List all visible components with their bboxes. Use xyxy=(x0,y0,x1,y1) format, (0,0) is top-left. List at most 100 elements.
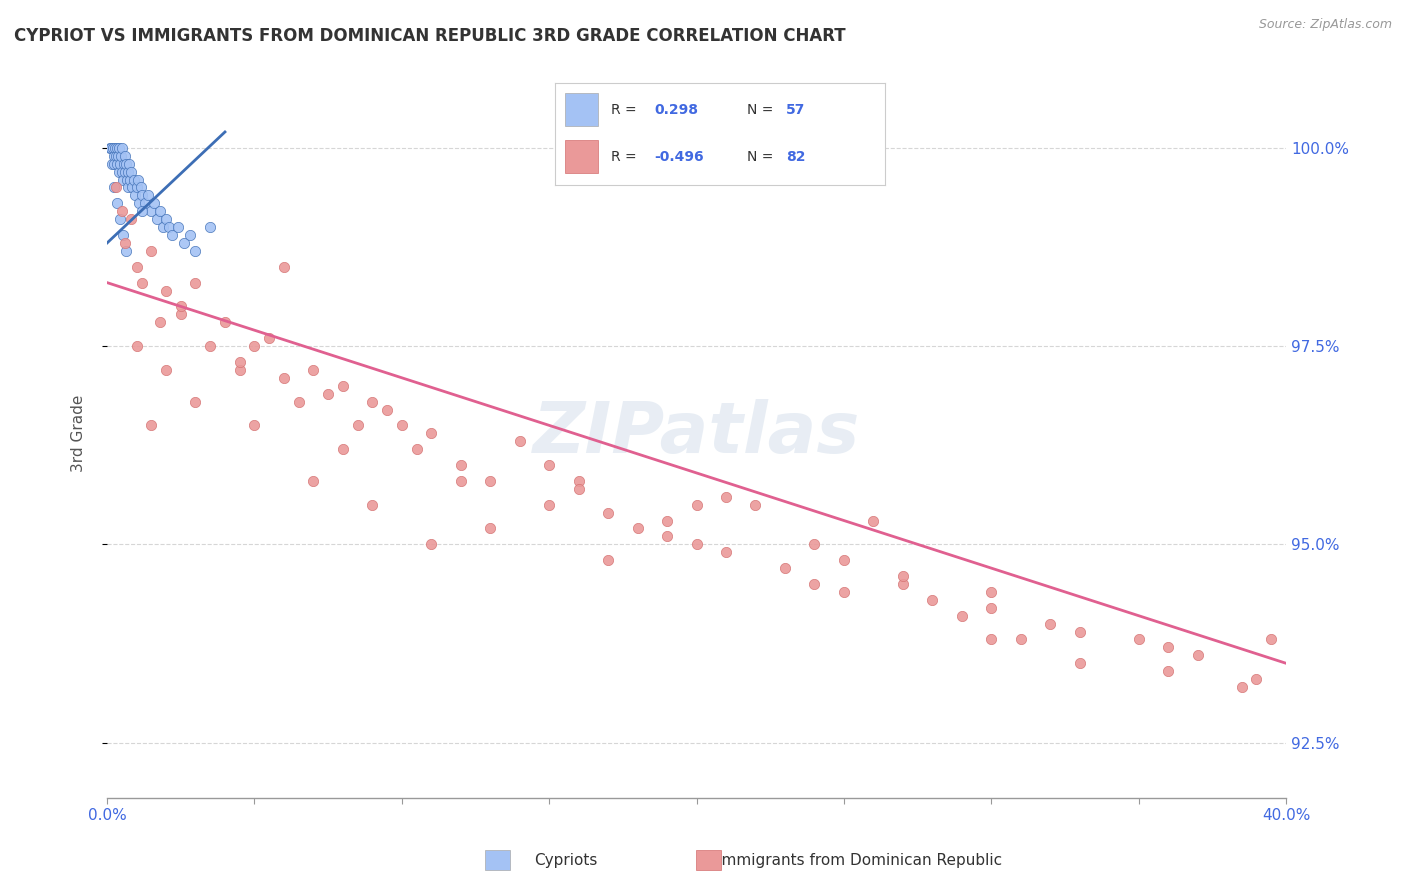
Point xyxy=(125,260,148,274)
Point xyxy=(450,474,472,488)
Point xyxy=(257,331,280,345)
Point xyxy=(714,490,737,504)
Point xyxy=(111,164,134,178)
Point xyxy=(538,458,561,472)
Point xyxy=(117,164,139,178)
Point xyxy=(173,235,195,250)
Point xyxy=(714,545,737,559)
Point xyxy=(184,244,207,258)
Point xyxy=(538,498,561,512)
Point xyxy=(479,521,502,535)
Point xyxy=(1246,672,1268,686)
Y-axis label: 3rd Grade: 3rd Grade xyxy=(72,394,86,472)
Point xyxy=(184,276,207,290)
Point xyxy=(125,180,148,194)
Point xyxy=(104,180,127,194)
Point xyxy=(980,585,1002,599)
Point xyxy=(141,244,163,258)
Point xyxy=(103,180,125,194)
Point xyxy=(862,514,884,528)
Point xyxy=(108,164,131,178)
Point xyxy=(891,569,914,583)
Point xyxy=(346,418,368,433)
Point xyxy=(214,315,236,329)
Point xyxy=(149,315,172,329)
Point xyxy=(127,172,149,186)
Point xyxy=(832,585,855,599)
Point xyxy=(101,141,124,155)
Point xyxy=(228,363,250,377)
Point xyxy=(105,196,128,211)
Point xyxy=(655,514,678,528)
Point xyxy=(302,474,325,488)
Point xyxy=(118,156,141,170)
Point xyxy=(105,141,128,155)
Point xyxy=(104,149,127,163)
Point xyxy=(115,156,138,170)
Point xyxy=(104,141,127,155)
Point xyxy=(146,212,169,227)
Point xyxy=(138,188,160,202)
Point xyxy=(117,180,139,194)
Point xyxy=(980,632,1002,647)
Point xyxy=(120,212,142,227)
Point xyxy=(1039,616,1062,631)
Point xyxy=(115,244,138,258)
Point xyxy=(128,196,150,211)
Point xyxy=(273,371,295,385)
Point xyxy=(773,561,796,575)
Point xyxy=(103,156,125,170)
Point xyxy=(332,378,354,392)
Point xyxy=(1128,632,1150,647)
Point xyxy=(243,418,266,433)
Point xyxy=(375,402,398,417)
Point xyxy=(803,537,825,551)
Point xyxy=(361,498,384,512)
Point xyxy=(141,418,163,433)
Point xyxy=(361,394,384,409)
Point xyxy=(131,276,153,290)
Point xyxy=(131,204,153,219)
Point xyxy=(626,521,648,535)
Point xyxy=(405,442,427,457)
Point xyxy=(166,220,188,235)
Point xyxy=(114,235,136,250)
Point xyxy=(149,204,172,219)
Text: ZIPatlas: ZIPatlas xyxy=(533,399,860,467)
Point xyxy=(157,220,180,235)
Point xyxy=(1069,657,1091,671)
Point xyxy=(108,141,131,155)
Point xyxy=(179,228,201,243)
Point xyxy=(129,180,152,194)
Point xyxy=(200,220,222,235)
Point xyxy=(655,529,678,543)
Point xyxy=(1010,632,1032,647)
Point xyxy=(568,482,591,496)
Point xyxy=(200,339,222,353)
Point xyxy=(122,172,145,186)
Point xyxy=(125,339,148,353)
Point xyxy=(803,577,825,591)
Point xyxy=(114,149,136,163)
Point xyxy=(115,172,138,186)
Point xyxy=(273,260,295,274)
Point xyxy=(980,600,1002,615)
Point xyxy=(107,149,129,163)
Point xyxy=(685,537,707,551)
Point xyxy=(121,180,143,194)
Point xyxy=(1157,664,1180,678)
Point xyxy=(243,339,266,353)
Point xyxy=(744,498,766,512)
Point xyxy=(111,141,134,155)
Point xyxy=(110,156,132,170)
Point xyxy=(921,592,943,607)
Point xyxy=(120,172,142,186)
Text: Cypriots: Cypriots xyxy=(534,854,598,868)
Point xyxy=(509,434,531,449)
Point xyxy=(302,363,325,377)
Point xyxy=(1260,632,1282,647)
Point xyxy=(568,474,591,488)
Point xyxy=(112,228,135,243)
Point xyxy=(228,355,250,369)
Point xyxy=(111,204,134,219)
